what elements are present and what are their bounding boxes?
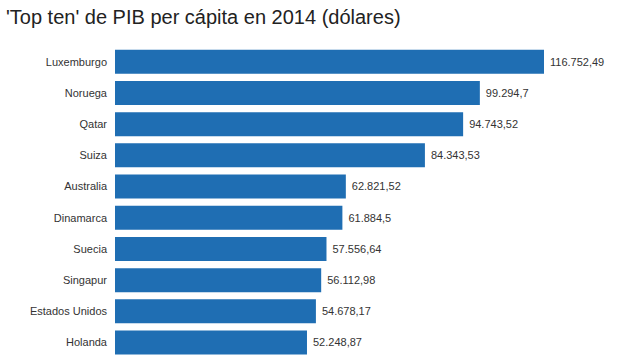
svg-text:Suiza: Suiza [79,149,107,161]
svg-text:62.821,52: 62.821,52 [352,180,401,192]
svg-text:Singapur: Singapur [63,274,107,286]
svg-text:52.248,87: 52.248,87 [313,336,362,348]
svg-text:Dinamarca: Dinamarca [54,212,108,224]
html-text:'Top ten' de PIB per cápita en: 'Top ten' de PIB per cápita en 2014 (dól… [6,6,401,28]
svg-text:56.112,98: 56.112,98 [327,274,375,286]
svg-text:57.556,64: 57.556,64 [332,243,381,255]
svg-text:Luxemburgo: Luxemburgo [46,56,107,68]
svg-text:Holanda: Holanda [66,336,108,348]
svg-text:116.752,49: 116.752,49 [550,56,604,68]
svg-text:Qatar: Qatar [79,118,107,130]
svg-text:Suecia: Suecia [73,243,108,255]
svg-text:99.294,7: 99.294,7 [486,87,529,99]
svg-text:61.884,5: 61.884,5 [348,212,391,224]
svg-text:54.678,17: 54.678,17 [322,305,371,317]
svg-text:84.343,53: 84.343,53 [431,149,480,161]
svg-text:Estados Unidos: Estados Unidos [30,305,108,317]
svg-text:Noruega: Noruega [65,87,108,99]
svg-text:94.743,52: 94.743,52 [469,118,518,130]
svg-text:Australia: Australia [64,180,108,192]
